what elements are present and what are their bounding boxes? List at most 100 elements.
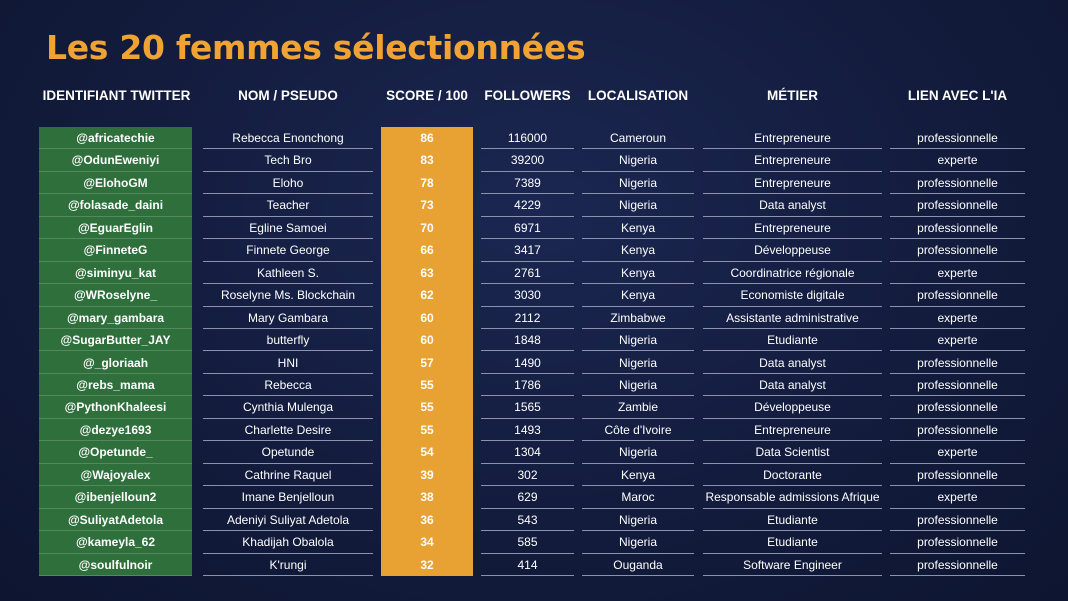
table-row: @africatechie Rebecca Enonchong 86 116000 Ca…: [0, 127, 1068, 150]
cell-link: professionnelle: [890, 284, 1025, 307]
cell-score: 73: [420, 198, 434, 213]
cell-followers: 629: [481, 486, 574, 509]
cell-handle: @FinneteG: [39, 239, 192, 262]
cell-link: professionnelle: [890, 531, 1025, 554]
cell-handle: @dezye1693: [39, 419, 192, 442]
cell-job: Entrepreneure: [703, 419, 882, 442]
cell-name: Cynthia Mulenga: [203, 396, 373, 419]
cell-link: professionnelle: [890, 239, 1025, 262]
table-row: @FinneteG Finnete George 66 3417 Kenya Dévelo…: [0, 239, 1068, 262]
cell-name: Roselyne Ms. Blockchain: [203, 284, 373, 307]
cell-name: Imane Benjelloun: [203, 486, 373, 509]
cell-handle: @soulfulnoir: [39, 554, 192, 576]
cell-handle: @OdunEweniyi: [39, 149, 192, 172]
cell-followers: 116000: [481, 127, 574, 150]
page-title: Les 20 femmes sélectionnées: [46, 28, 586, 67]
cell-score: 63: [420, 265, 434, 280]
cell-score: 70: [420, 220, 434, 235]
table-row: @SugarButter_JAY butterfly 60 1848 Nigeria Et…: [0, 329, 1068, 352]
cell-location: Nigeria: [582, 531, 694, 554]
table-row: @Wajoyalex Cathrine Raquel 39 302 Kenya Docto…: [0, 464, 1068, 487]
table-row: @siminyu_kat Kathleen S. 63 2761 Kenya Coordi…: [0, 262, 1068, 285]
cell-location: Cameroun: [582, 127, 694, 150]
cell-score: 66: [420, 243, 434, 258]
cell-job: Doctorante: [703, 464, 882, 487]
table-row: @soulfulnoir K'rungi 32 414 Ouganda Software …: [0, 554, 1068, 576]
cell-followers: 1493: [481, 419, 574, 442]
table-row: @ElohoGM Eloho 78 7389 Nigeria Entrepreneure p…: [0, 172, 1068, 195]
cell-link: professionnelle: [890, 396, 1025, 419]
cell-location: Nigeria: [582, 374, 694, 397]
cell-location: Zimbabwe: [582, 307, 694, 330]
cell-handle: @rebs_mama: [39, 374, 192, 397]
cell-job: Etudiante: [703, 509, 882, 532]
header-link: LIEN AVEC L'IA: [907, 88, 1008, 103]
cell-followers: 7389: [481, 172, 574, 195]
cell-job: Développeuse: [703, 239, 882, 262]
cell-job: Data Scientist: [703, 441, 882, 464]
table-row: @rebs_mama Rebecca 55 1786 Nigeria Data analy…: [0, 374, 1068, 397]
cell-score: 39: [420, 467, 434, 482]
cell-score: 57: [420, 355, 434, 370]
cell-location: Kenya: [582, 217, 694, 240]
cell-location: Kenya: [582, 464, 694, 487]
cell-location: Côte d'Ivoire: [582, 419, 694, 442]
cell-link: professionnelle: [890, 217, 1025, 240]
cell-job: Etudiante: [703, 329, 882, 352]
cell-link: professionnelle: [890, 554, 1025, 576]
cell-handle: @EguarEglin: [39, 217, 192, 240]
table-row: @OdunEweniyi Tech Bro 83 39200 Nigeria Entrep…: [0, 149, 1068, 172]
cell-job: Coordinatrice régionale: [703, 262, 882, 285]
cell-location: Nigeria: [582, 441, 694, 464]
cell-handle: @ElohoGM: [39, 172, 192, 195]
cell-location: Nigeria: [582, 172, 694, 195]
cell-job: Software Engineer: [703, 554, 882, 576]
cell-job: Economiste digitale: [703, 284, 882, 307]
cell-handle: @Wajoyalex: [39, 464, 192, 487]
cell-handle: @ibenjelloun2: [39, 486, 192, 509]
cell-job: Entrepreneure: [703, 172, 882, 195]
cell-link: professionnelle: [890, 352, 1025, 374]
cell-location: Ouganda: [582, 554, 694, 576]
header-followers: FOLLOWERS: [484, 88, 571, 103]
cell-handle: @africatechie: [39, 127, 192, 150]
table-row: @WRoselyne_ Roselyne Ms. Blockchain 62 3030…: [0, 284, 1068, 307]
cell-location: Maroc: [582, 486, 694, 509]
table-row: @_gloriaah HNI 57 1490 Nigeria Data analyst pr…: [0, 352, 1068, 374]
header-name: NOM / PSEUDO: [238, 88, 338, 103]
table-header: IDENTIFIANT TWITTER NOM / PSEUDO SCORE /…: [0, 88, 1068, 108]
cell-score: 55: [420, 400, 434, 415]
cell-score: 83: [420, 153, 434, 168]
cell-location: Kenya: [582, 239, 694, 262]
cell-name: Khadijah Obalola: [203, 531, 373, 554]
cell-handle: @folasade_daini: [39, 194, 192, 217]
cell-handle: @Opetunde_: [39, 441, 192, 464]
cell-location: Nigeria: [582, 509, 694, 532]
cell-location: Nigeria: [582, 149, 694, 172]
cell-followers: 1786: [481, 374, 574, 397]
cell-name: Tech Bro: [203, 149, 373, 172]
cell-followers: 39200: [481, 149, 574, 172]
cell-location: Kenya: [582, 284, 694, 307]
cell-name: Finnete George: [203, 239, 373, 262]
cell-score: 78: [420, 175, 434, 190]
cell-followers: 4229: [481, 194, 574, 217]
cell-handle: @PythonKhaleesi: [39, 396, 192, 419]
cell-job: Développeuse: [703, 396, 882, 419]
cell-name: Egline Samoei: [203, 217, 373, 240]
table-row: @PythonKhaleesi Cynthia Mulenga 55 1565 Zamb…: [0, 396, 1068, 419]
cell-job: Assistante administrative: [703, 307, 882, 330]
cell-link: professionnelle: [890, 419, 1025, 442]
cell-score: 86: [420, 131, 434, 145]
cell-score: 36: [420, 512, 434, 527]
cell-score: 54: [420, 445, 434, 460]
cell-job: Data analyst: [703, 374, 882, 397]
cell-location: Zambie: [582, 396, 694, 419]
cell-name: Adeniyi Suliyat Adetola: [203, 509, 373, 532]
cell-link: professionnelle: [890, 509, 1025, 532]
cell-job: Etudiante: [703, 531, 882, 554]
table-row: @mary_gambara Mary Gambara 60 2112 Zimbabwe A…: [0, 307, 1068, 330]
header-job: MÉTIER: [766, 88, 818, 103]
cell-followers: 2761: [481, 262, 574, 285]
